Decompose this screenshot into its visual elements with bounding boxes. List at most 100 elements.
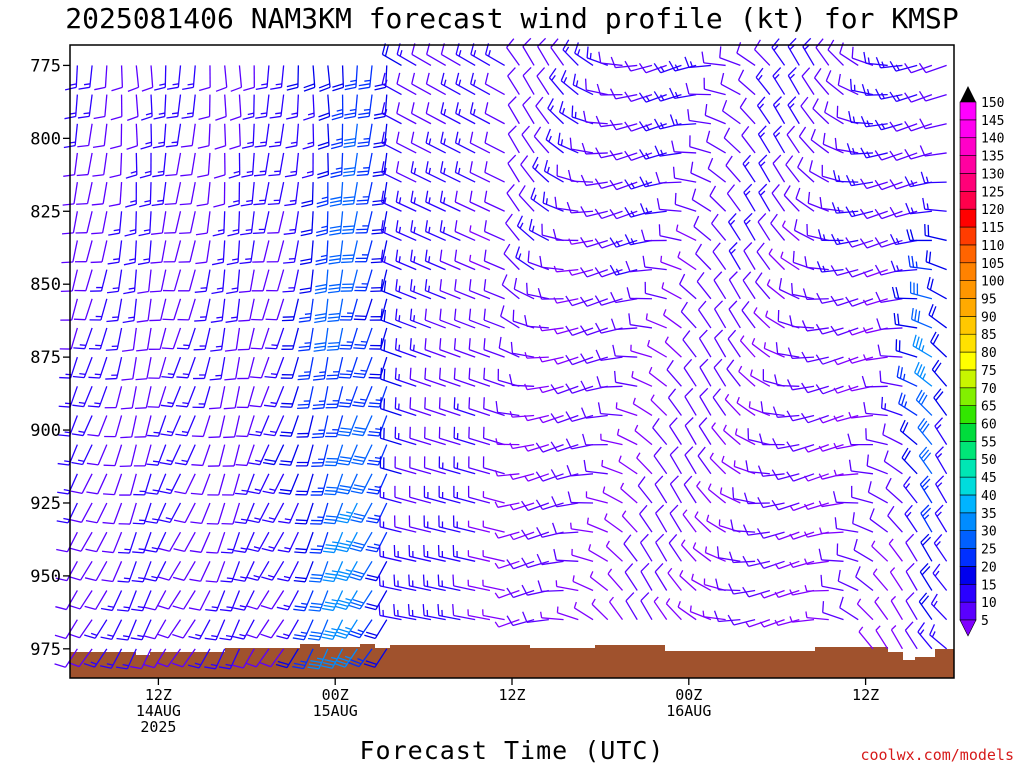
- wind-barb: [338, 386, 358, 408]
- wind-barb: [380, 190, 402, 212]
- colorbar-segment: [959, 155, 977, 174]
- wind-barb: [220, 561, 241, 583]
- wind-barb: [280, 356, 299, 379]
- wind-barb: [551, 496, 579, 508]
- wind-barb: [197, 123, 211, 149]
- wind-barb: [60, 298, 78, 321]
- wind-barb: [815, 354, 844, 365]
- wind-barb: [874, 237, 903, 248]
- colorbar-tick-label: 75: [981, 364, 997, 379]
- wind-barb: [771, 38, 786, 66]
- wind-barb: [872, 568, 889, 591]
- credit-text[interactable]: coolwx.com/models: [860, 746, 1014, 764]
- wind-barb: [314, 298, 329, 324]
- chart-title: 2025081406 NAM3KM forecast wind profile …: [65, 2, 958, 35]
- y-axis: 775 800 825 850 875 900 925 950 975: [30, 56, 70, 660]
- wind-barb: [889, 567, 903, 591]
- colorbar-tick-label: 145: [981, 114, 1004, 129]
- wind-barb: [357, 123, 373, 148]
- wind-barb: [195, 211, 211, 236]
- wind-barb: [105, 327, 123, 351]
- wind-barb: [250, 327, 270, 350]
- wind-barb: [600, 433, 623, 446]
- wind-barb: [262, 444, 285, 466]
- wind-barb: [726, 359, 741, 387]
- wind-barb: [837, 569, 859, 592]
- wind-barb: [550, 413, 579, 424]
- wind-barb: [709, 452, 727, 475]
- wind-barb: [396, 102, 417, 125]
- wind-barb: [495, 438, 520, 446]
- wind-barb: [595, 349, 623, 361]
- wind-barb: [424, 397, 446, 417]
- wind-barb: [742, 271, 756, 300]
- wind-barb: [696, 480, 712, 504]
- wind-barb: [825, 70, 844, 96]
- wind-barb: [248, 444, 270, 466]
- wind-barb: [839, 596, 859, 621]
- wind-barb: [685, 82, 711, 96]
- wind-barb: [848, 327, 874, 336]
- wind-barb: [801, 351, 829, 363]
- wind-barb: [595, 322, 623, 334]
- wind-barb: [110, 123, 123, 150]
- wind-barb: [294, 502, 314, 525]
- x-tick-label: 15AUG: [313, 702, 358, 720]
- wind-barb: [888, 538, 903, 562]
- wind-barb: [818, 444, 844, 452]
- wind-barb: [424, 426, 446, 446]
- wind-barb: [62, 182, 79, 206]
- wind-barb: [280, 386, 299, 408]
- wind-barb: [164, 211, 182, 234]
- wind-barb: [507, 96, 520, 125]
- wind-barb: [125, 152, 138, 179]
- wind-barb: [453, 338, 476, 358]
- wind-barb: [484, 72, 505, 96]
- wind-barb: [424, 338, 446, 358]
- wind-barb: [243, 65, 255, 92]
- colorbar-segment: [959, 601, 977, 621]
- wind-barb: [156, 648, 182, 668]
- wind-barb: [787, 96, 800, 125]
- wind-barb: [832, 491, 859, 504]
- wind-barb: [506, 615, 535, 627]
- wind-barb: [694, 511, 712, 533]
- wind-barb: [173, 531, 196, 553]
- wind-barb: [213, 152, 226, 179]
- wind-barb: [143, 648, 167, 669]
- wind-barb: [181, 94, 196, 119]
- wind-barb: [771, 469, 800, 481]
- colorbar-segment: [959, 405, 977, 424]
- wind-barb: [229, 94, 242, 121]
- wind-barb: [379, 485, 402, 504]
- wind-barb: [179, 181, 196, 206]
- wind-barb: [638, 92, 667, 103]
- wind-barb: [721, 455, 741, 475]
- wind-barb: [357, 94, 373, 119]
- wind-barb: [637, 476, 653, 504]
- wind-barb: [707, 483, 727, 504]
- wind-barb: [193, 356, 211, 380]
- wind-barb: [613, 370, 638, 387]
- wind-barb: [297, 357, 314, 381]
- wind-barb: [482, 550, 505, 562]
- wind-barb: [355, 211, 373, 234]
- wind-barb: [602, 486, 623, 504]
- wind-barb: [315, 211, 329, 237]
- wind-barb: [320, 648, 344, 669]
- wind-barb: [889, 150, 918, 161]
- wind-barb: [624, 91, 653, 102]
- wind-barb: [76, 181, 93, 205]
- wind-barb: [482, 456, 505, 475]
- wind-barb: [730, 519, 756, 533]
- wind-barb: [667, 388, 682, 416]
- wind-barb: [813, 68, 830, 96]
- wind-barb: [334, 648, 358, 668]
- wind-barb: [895, 339, 918, 358]
- y-tick-label: 800: [30, 129, 61, 149]
- wind-barb: [303, 94, 315, 121]
- wind-barb: [521, 529, 550, 540]
- wind-barb: [378, 604, 402, 621]
- wind-barb: [905, 533, 918, 562]
- wind-barb: [645, 313, 667, 329]
